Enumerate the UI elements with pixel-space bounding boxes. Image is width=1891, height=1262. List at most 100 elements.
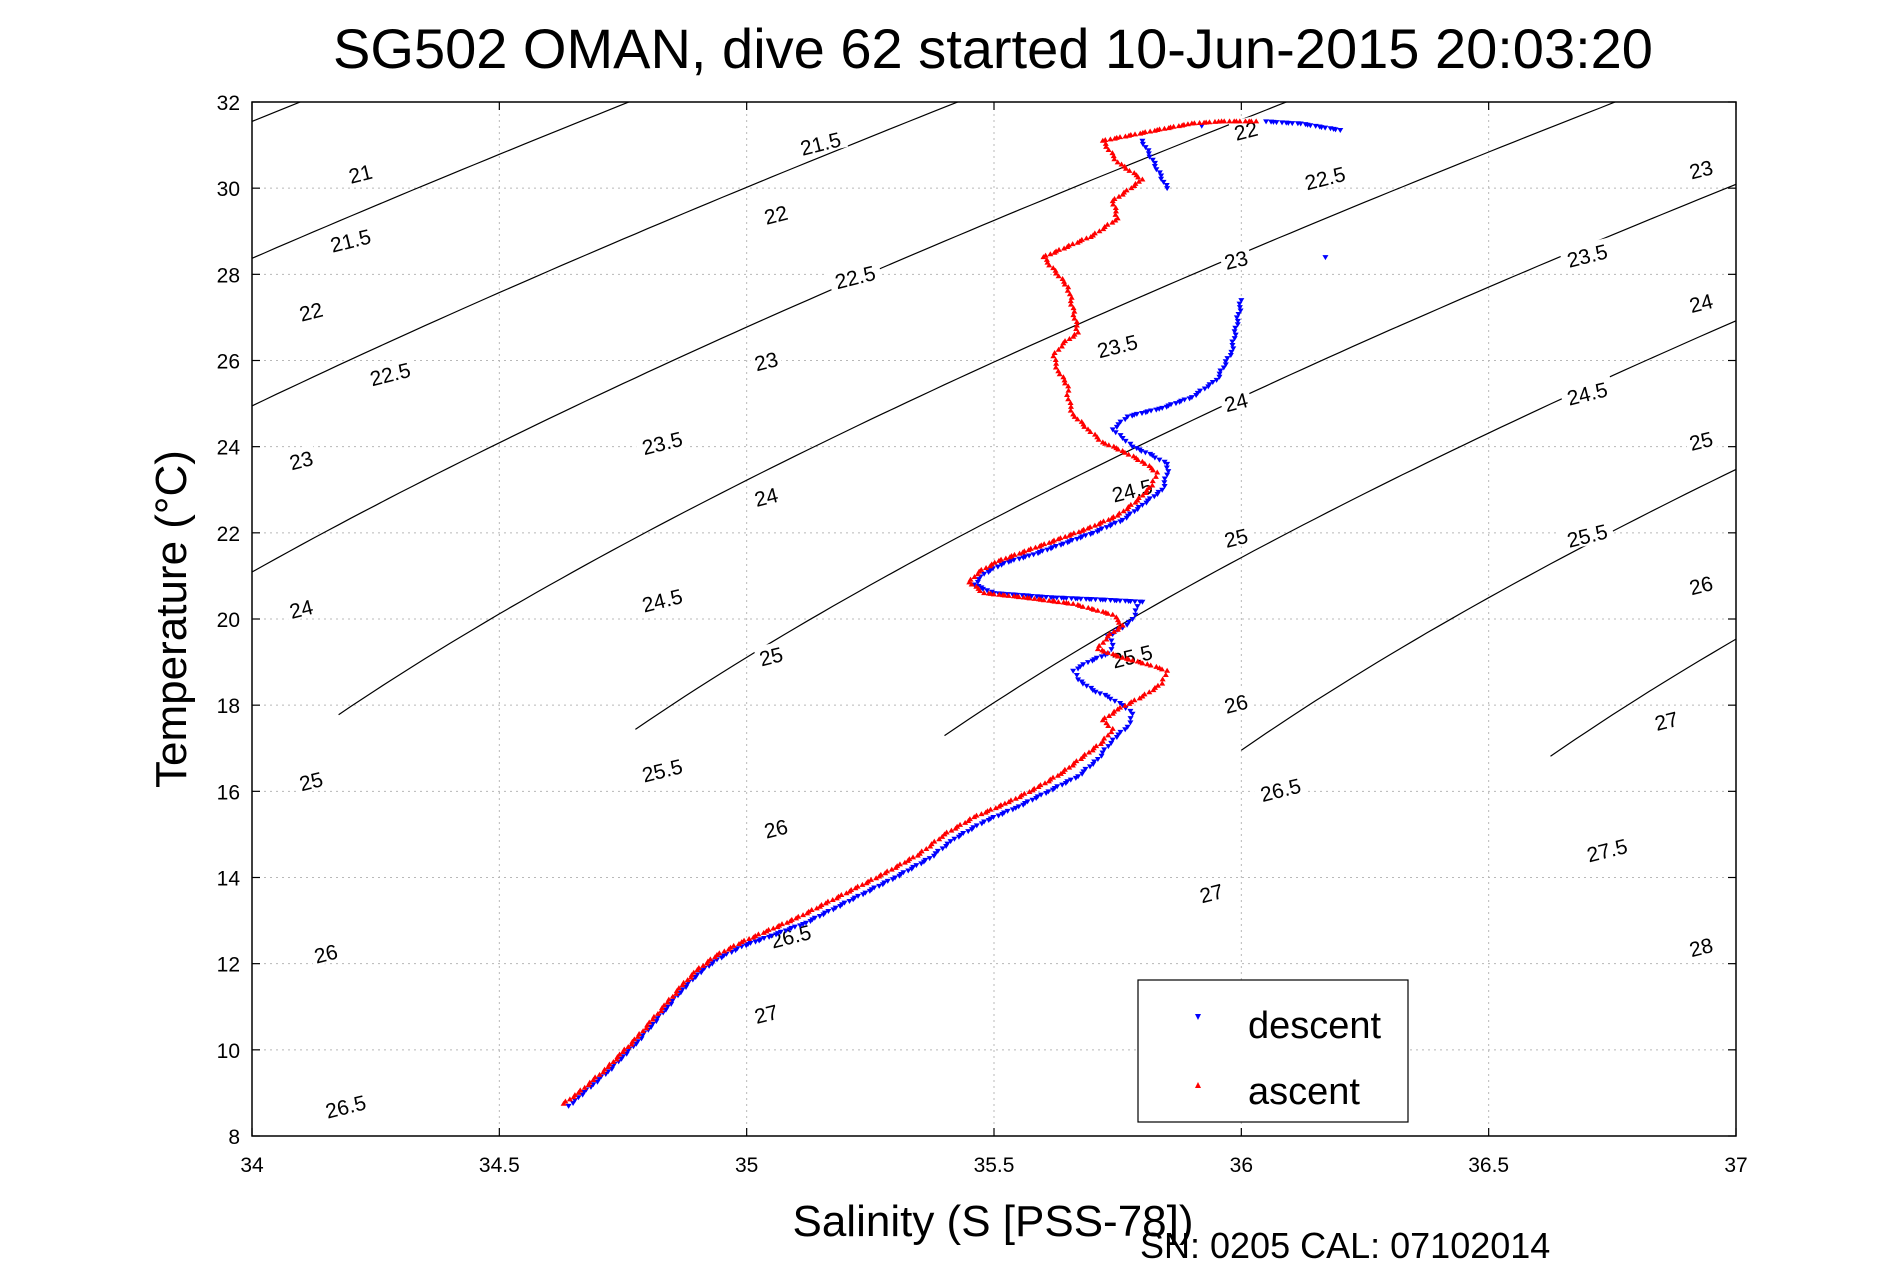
descent-point	[1098, 654, 1105, 660]
descent-point	[1117, 419, 1124, 425]
ascent-point	[1078, 236, 1085, 242]
ascent-point	[1114, 215, 1121, 221]
ascent-point	[888, 866, 895, 872]
ascent-point	[1156, 126, 1163, 132]
contour-label-background	[753, 640, 788, 670]
descent-point	[1227, 352, 1234, 358]
ascent-point	[1105, 147, 1112, 153]
contour-label: 24	[1218, 386, 1253, 417]
ascent-point	[1064, 287, 1071, 293]
ascent-point	[646, 1019, 653, 1025]
ascent-point	[1012, 795, 1019, 801]
ascent-point	[590, 1076, 597, 1082]
descent-point	[846, 898, 853, 904]
ascent-point	[1113, 445, 1120, 451]
contour-label: 27	[1648, 705, 1684, 736]
contour-label-background	[317, 1088, 374, 1123]
ascent-point	[752, 932, 759, 938]
ascent-point	[873, 875, 880, 881]
ascent-point	[1026, 789, 1033, 795]
descent-point	[1122, 727, 1129, 733]
ascent-point	[1044, 259, 1051, 265]
ascent-point	[721, 948, 728, 954]
descent-point	[1054, 784, 1061, 790]
contour-label-background	[826, 258, 883, 293]
ascent-point	[1095, 436, 1102, 442]
ascent-point	[1226, 118, 1233, 124]
descent-point	[1236, 305, 1243, 311]
contour-label-background	[758, 198, 793, 228]
contour-label-background	[1578, 831, 1635, 866]
contour-label-text: 25	[1222, 525, 1250, 553]
contour-label-background	[308, 937, 343, 967]
descent-point	[1297, 121, 1304, 127]
contour-label-text: 26	[1687, 572, 1715, 600]
contour-label-text: 24	[752, 484, 781, 512]
grid	[252, 102, 1736, 1136]
ascent-point	[1087, 429, 1094, 435]
ascent-point	[997, 802, 1004, 808]
descent-point	[1307, 123, 1314, 129]
contour-label-text: 22	[762, 202, 790, 230]
contour-label-background	[633, 424, 690, 459]
descent-point	[1263, 119, 1270, 125]
descent-point	[1109, 642, 1116, 648]
y-tick-label: 14	[217, 868, 241, 891]
ascent-point	[643, 1025, 650, 1031]
ascent-point	[1142, 489, 1149, 495]
descent-point	[1213, 377, 1220, 383]
ascent-point	[1052, 267, 1059, 273]
descent-point	[1142, 450, 1149, 456]
descent-point	[1229, 342, 1236, 348]
descent-point	[1117, 433, 1124, 439]
ascent-point	[700, 962, 707, 968]
ascent-point	[1052, 356, 1059, 362]
descent-point	[926, 856, 933, 862]
contour-label: 23	[1218, 244, 1253, 275]
contour-label-text: 24	[1687, 290, 1716, 318]
ascent-point	[957, 821, 964, 827]
ascent-point	[843, 890, 850, 896]
ascent-point	[1070, 411, 1077, 417]
y-tick-label: 32	[217, 92, 240, 115]
contour-label-background	[792, 125, 849, 160]
ascent-point	[1253, 118, 1260, 124]
ascent-point	[1100, 639, 1107, 645]
ascent-point	[1081, 751, 1088, 757]
descent-point	[988, 589, 995, 595]
descent-point	[1068, 596, 1075, 602]
descent-point	[1038, 792, 1045, 798]
ascent-point	[1096, 228, 1103, 234]
ascent-point	[978, 811, 985, 817]
ascent-point	[1105, 442, 1112, 448]
ascent-point	[981, 590, 988, 596]
descent-point	[1164, 186, 1171, 192]
y-tick-label: 30	[217, 178, 240, 201]
x-axis-label: Salinity (S [PSS-78])	[792, 1197, 1193, 1246]
ascent-point	[894, 863, 901, 869]
descent-point	[1097, 691, 1104, 697]
descent-point	[803, 920, 810, 926]
descent-point	[1236, 301, 1243, 307]
contour-label: 23	[1683, 153, 1718, 184]
ascent-point	[1132, 180, 1139, 186]
ascent-point	[948, 827, 955, 833]
ascent-point	[1060, 599, 1067, 605]
ascent-point	[610, 1059, 617, 1065]
descent-point	[1073, 673, 1080, 679]
density-contour	[252, 102, 1289, 573]
descent-point	[1098, 526, 1105, 532]
ascent-point	[760, 929, 767, 935]
descent-point	[1083, 683, 1090, 689]
ascent-point	[943, 829, 950, 835]
descent-point	[1167, 402, 1174, 408]
ascent-point	[1147, 128, 1154, 134]
ascent-point	[1061, 766, 1068, 772]
ascent-point	[1110, 514, 1117, 520]
ascent-point	[1153, 663, 1160, 669]
ascent-point	[1052, 270, 1059, 276]
contour-label-text: 23	[1687, 156, 1715, 184]
descent-point	[1322, 255, 1329, 261]
ascent-point	[1091, 522, 1098, 528]
ascent-point	[1041, 541, 1048, 547]
